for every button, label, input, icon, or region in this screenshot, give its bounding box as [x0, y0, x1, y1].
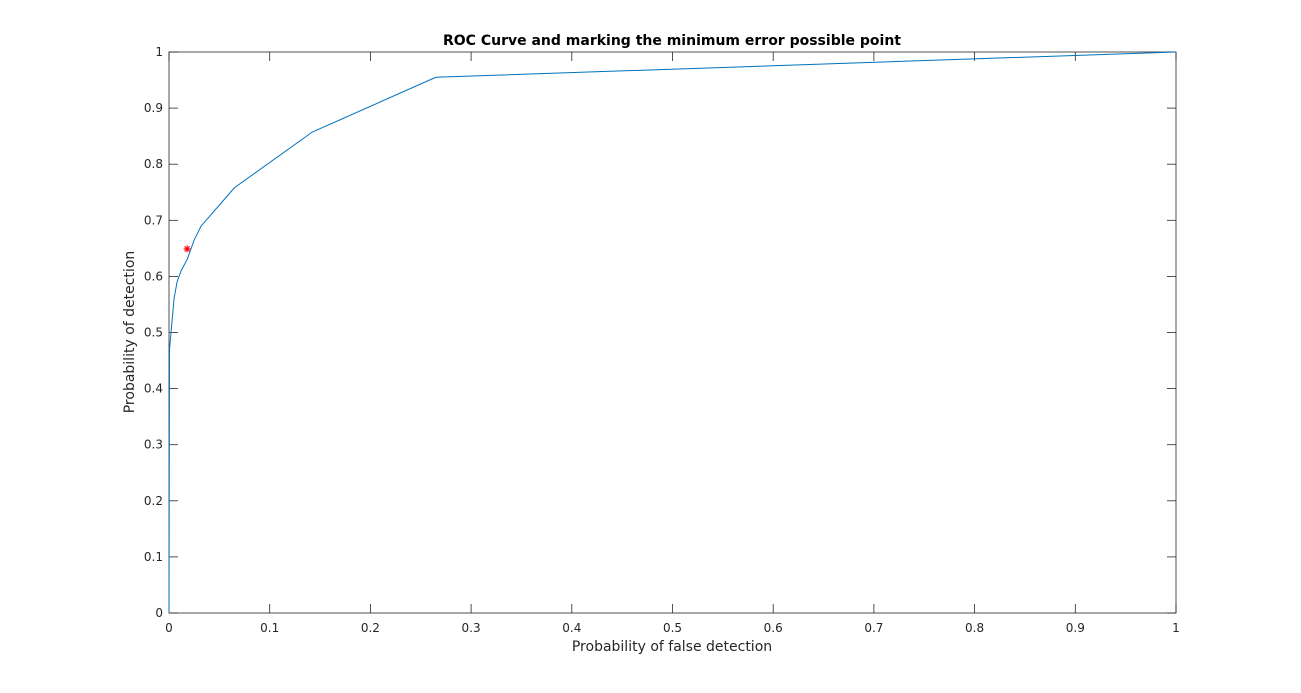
series-layer	[168, 51, 1177, 614]
marker-layer	[183, 245, 191, 253]
y-tick-label: 0.8	[144, 157, 163, 171]
x-axis-ticks: 0 0.1 0.2 0.3 0.4 0.5 0.6 0.7 0.8 0.9 1	[165, 52, 1180, 635]
y-tick-label: 0.4	[144, 382, 163, 396]
y-tick-label: 0.2	[144, 494, 163, 508]
y-tick-label: 1	[155, 45, 163, 59]
x-tick-label: 0.2	[361, 621, 380, 635]
x-tick-label: 0.8	[965, 621, 984, 635]
y-tick-label: 0.5	[144, 326, 163, 340]
chart-title: ROC Curve and marking the minimum error …	[443, 33, 901, 49]
y-tick-label: 0.7	[144, 213, 163, 227]
y-tick-label: 0.9	[144, 101, 163, 115]
y-tick-label: 0.3	[144, 438, 163, 452]
x-tick-label: 0.7	[864, 621, 883, 635]
x-tick-label: 0.6	[764, 621, 783, 635]
x-tick-label: 0.5	[663, 621, 682, 635]
x-tick-label: 0.3	[462, 621, 481, 635]
x-tick-label: 0.4	[562, 621, 581, 635]
roc-curve-line	[168, 51, 1177, 614]
y-axis-label: Probability of detection	[122, 251, 138, 414]
y-tick-label: 0.6	[144, 269, 163, 283]
y-tick-label: 0.1	[144, 550, 163, 564]
x-tick-label: 0	[165, 621, 173, 635]
x-tick-label: 0.1	[260, 621, 279, 635]
x-tick-label: 1	[1172, 621, 1180, 635]
y-tick-label: 0	[155, 606, 163, 620]
x-tick-label: 0.9	[1066, 621, 1085, 635]
minimum-error-marker	[183, 245, 191, 253]
plot-area	[168, 51, 1177, 614]
x-axis-label: Probability of false detection	[572, 639, 772, 655]
